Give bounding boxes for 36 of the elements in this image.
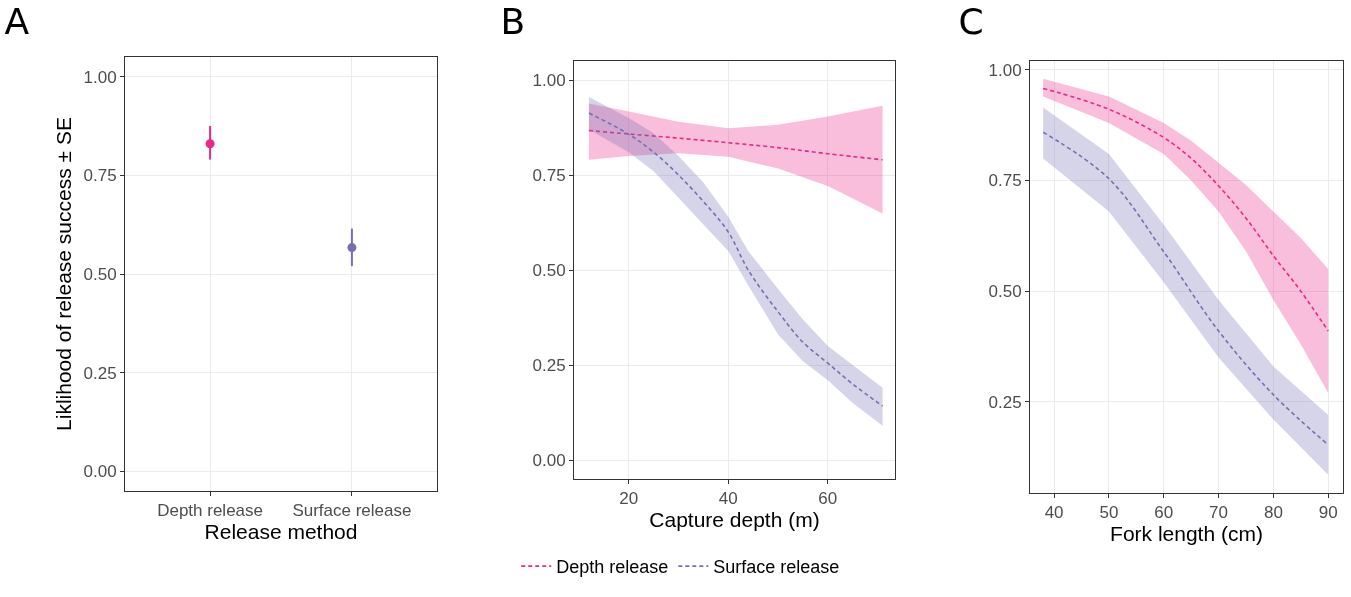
line-series xyxy=(1042,87,1329,332)
y-tick-label: 1.00 xyxy=(988,60,1022,80)
x-tick-label: 60 xyxy=(818,489,838,509)
y-tick-label: 0.75 xyxy=(83,166,117,186)
x-tick-label: 40 xyxy=(1044,503,1064,523)
x-axis-title: Capture depth (m) xyxy=(649,508,820,532)
y-tick-label: 1.00 xyxy=(532,70,566,90)
x-axis-title: Fork length (cm) xyxy=(1110,522,1263,546)
x-tick-label: 20 xyxy=(619,489,639,509)
y-tick-label: 1.00 xyxy=(83,67,117,87)
y-tick-label: 0.50 xyxy=(988,282,1022,302)
x-tick-label: 80 xyxy=(1263,503,1283,523)
x-axis-title: Release method xyxy=(204,520,358,544)
x-tick-label: 60 xyxy=(1154,503,1174,523)
x-tick-label: 90 xyxy=(1318,503,1338,523)
chart-title: B xyxy=(500,1,526,43)
y-tick-label: 0.75 xyxy=(988,171,1022,191)
x-tick-label: Surface release xyxy=(292,501,412,521)
y-tick-label: 0.25 xyxy=(532,355,566,375)
y-axis-title: Liklihood of release success ± SE xyxy=(51,117,75,431)
y-tick-label: 0.50 xyxy=(532,260,566,280)
y-tick-label: 0.25 xyxy=(988,392,1022,412)
line-series xyxy=(588,129,884,161)
y-tick-label: 0.25 xyxy=(83,363,117,383)
x-tick-label: 50 xyxy=(1099,503,1119,523)
y-tick-label: 0.00 xyxy=(83,462,117,482)
legend-label: Surface release xyxy=(713,557,840,578)
y-tick-label: 0.00 xyxy=(532,450,566,470)
chart-title: A xyxy=(4,1,30,43)
x-tick-label: Depth release xyxy=(157,501,264,521)
legend-label: Depth release xyxy=(556,557,669,578)
x-tick-label: 70 xyxy=(1209,503,1229,523)
chart-title: C xyxy=(958,1,984,43)
y-tick-label: 0.75 xyxy=(532,165,566,185)
y-tick-label: 0.50 xyxy=(83,264,117,284)
x-tick-label: 40 xyxy=(718,489,738,509)
